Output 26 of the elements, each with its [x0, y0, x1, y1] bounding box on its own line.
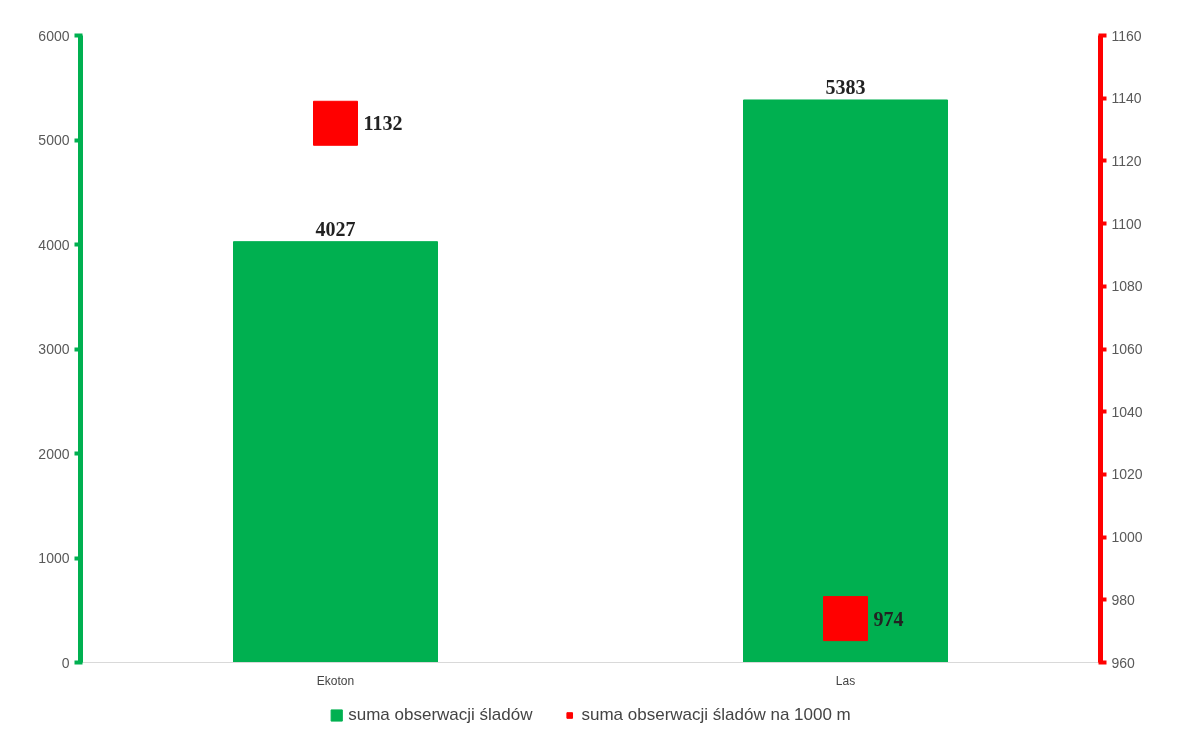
data-label: 974: [873, 607, 904, 630]
x-tick-label: Las: [835, 673, 856, 688]
legend-label: suma obserwacji śladów: [348, 705, 533, 725]
y2-tick-label: 1060: [1111, 341, 1143, 357]
y2-tick-label: 1080: [1111, 278, 1143, 295]
data-label: 4027: [315, 217, 356, 240]
y-tick-label: 1000: [38, 550, 70, 566]
y2-tick-label: 960: [1111, 654, 1136, 671]
legend-label: suma obserwacji śladów na 1000 m: [581, 705, 851, 725]
y-tick-label: 3000: [38, 341, 70, 357]
y2-tick-label: 1040: [1111, 403, 1143, 420]
y2-tick-label: 1160: [1111, 27, 1142, 44]
data-label: 1132: [363, 112, 403, 135]
y-tick-label: 5000: [38, 132, 70, 148]
y-tick-label: 6000: [38, 27, 70, 44]
y2-tick-label: 1000: [1111, 529, 1143, 546]
y2-tick-label: 980: [1111, 591, 1136, 608]
y-tick-label: 2000: [38, 445, 70, 462]
y2-tick-label: 1100: [1111, 215, 1142, 232]
y-tick-label: 0: [61, 654, 70, 671]
y2-tick-label: 1140: [1111, 90, 1142, 107]
y2-tick-label: 1020: [1111, 466, 1143, 483]
data-label: 5383: [825, 75, 866, 98]
x-tick-label: Ekoton: [316, 673, 355, 688]
y-tick-label: 4000: [38, 236, 70, 253]
y2-tick-label: 1120: [1111, 152, 1142, 169]
